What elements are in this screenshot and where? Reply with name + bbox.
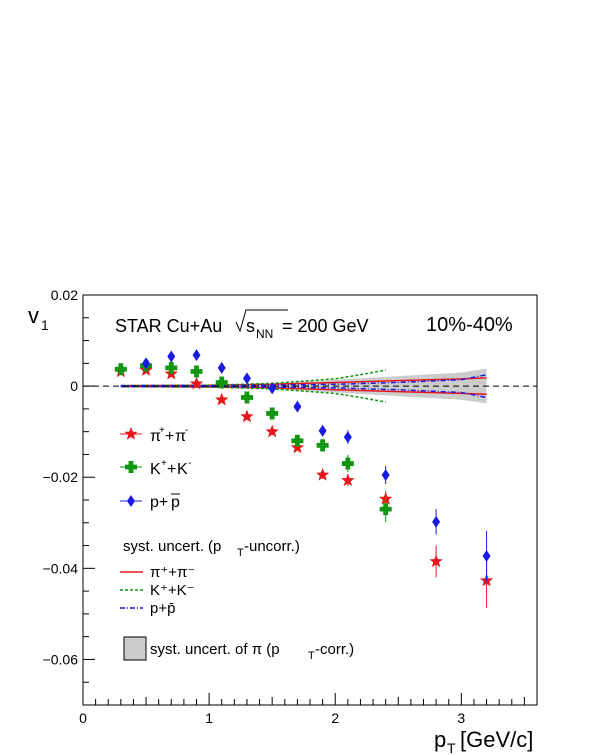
sqrt-s-label: s — [246, 316, 255, 336]
syst-band-upper — [120, 377, 487, 387]
data-point — [189, 376, 204, 390]
legend-kaon-symbol: K — [150, 461, 161, 478]
legend-pion-minus: - — [185, 425, 188, 436]
legend-pion-symbol-2: π — [175, 428, 186, 445]
syst-band-upper — [120, 369, 386, 387]
energy-label: = 200 GeV — [282, 316, 369, 336]
x-axis-label-subscript: T — [447, 740, 456, 755]
axis-tick-labels: 0 1 2 3 0.02 0 −0.02 −0.04 −0.06 — [43, 287, 466, 726]
data-point — [215, 376, 228, 389]
data-point — [240, 409, 254, 423]
data-point — [165, 361, 178, 374]
data-point — [242, 372, 251, 385]
legend-pion-sum: + — [165, 428, 174, 445]
data-point — [291, 434, 304, 447]
data-point — [268, 382, 277, 395]
centrality-label: 10%-40% — [426, 314, 513, 336]
syst-band-upper — [120, 373, 487, 387]
sqrt-sign — [235, 309, 288, 333]
legend-syst-proton-label: p+p̄ — [150, 600, 175, 617]
data-point — [217, 361, 226, 374]
axis-ticks — [82, 294, 538, 706]
syst-band-lower — [120, 385, 386, 403]
x-tick-label: 1 — [205, 710, 213, 726]
legend-pion-entry: π + + π - — [120, 425, 188, 445]
legend-corr-label: syst. uncert. of π (p — [150, 641, 280, 658]
legend-kaon-symbol-2: K — [177, 461, 188, 478]
data-point — [290, 440, 305, 454]
data-point — [265, 424, 279, 438]
data-point — [318, 424, 327, 437]
legend-syst-pion-label: π⁺+π⁻ — [150, 564, 195, 581]
y-axis-label: v — [28, 303, 39, 328]
data-point — [429, 554, 443, 568]
data-point — [192, 349, 201, 362]
x-tick-label: 3 — [457, 710, 465, 726]
x-tick-label: 2 — [331, 710, 339, 726]
y-tick-label: −0.06 — [43, 651, 79, 667]
y-tick-label: −0.04 — [43, 560, 79, 576]
legend-kaon-entry: K + + K - — [120, 458, 191, 478]
data-point — [379, 503, 392, 516]
data-point — [341, 457, 354, 470]
legend-corr-label-subscript: T — [308, 650, 315, 662]
legend-diamond-marker — [127, 495, 135, 507]
y-tick-label: 0 — [70, 378, 78, 394]
legend-syst-title-end: -uncorr.) — [244, 538, 300, 555]
legend-pion-symbol: π — [150, 428, 161, 445]
data-point — [190, 365, 203, 378]
chart-title: STAR Cu+Au — [115, 316, 222, 336]
data-point — [381, 468, 390, 481]
series-diamond — [142, 349, 491, 582]
sqrt-s-subscript: NN — [256, 327, 273, 341]
legend-syst-title: syst. uncert. (p — [123, 538, 221, 555]
legend-syst-kaon-label: K⁺+K⁻ — [150, 582, 195, 599]
data-point — [142, 357, 151, 370]
y-tick-label: 0.02 — [51, 287, 78, 303]
legend-proton-marker — [127, 495, 135, 507]
legend-antiproton-label: p — [171, 494, 180, 511]
y-axis-label-subscript: 1 — [41, 317, 49, 333]
legend-corr-label-end: -corr.) — [315, 641, 354, 658]
legend: π + + π - K + + K - p+ p syst. uncert. (… — [120, 425, 354, 662]
legend-corr-swatch — [123, 636, 147, 661]
data-point — [167, 350, 176, 363]
syst-band-lower — [120, 385, 487, 399]
legend-syst-title-subscript: T — [237, 547, 244, 559]
syst-band-lower — [120, 385, 487, 396]
data-point — [266, 407, 279, 420]
legend-proton-entry: p+ p — [120, 493, 180, 511]
legend-kaon-minus: - — [188, 458, 191, 469]
data-point — [341, 473, 355, 487]
data-point — [240, 391, 253, 404]
legend-pion-marker — [124, 427, 138, 440]
legend-kaon-sum: + — [167, 461, 176, 478]
legend-kaon-plus: + — [161, 458, 167, 469]
x-tick-label: 0 — [79, 710, 87, 726]
y-tick-label: −0.02 — [43, 469, 79, 485]
x-axis-label: p — [434, 727, 446, 752]
data-points — [114, 349, 494, 608]
data-point — [432, 515, 441, 528]
legend-kaon-marker — [125, 461, 137, 473]
legend-pion-plus: + — [159, 425, 165, 436]
data-point — [316, 439, 329, 452]
data-point — [293, 400, 302, 413]
data-point — [343, 431, 352, 444]
x-axis-label-unit: [GeV/c] — [460, 727, 533, 752]
data-point — [114, 363, 127, 376]
data-point — [482, 550, 491, 563]
legend-proton-label: p+ — [150, 494, 168, 511]
data-point — [315, 467, 330, 481]
data-point — [215, 392, 229, 406]
legend-star-marker — [124, 427, 138, 440]
legend-cross-marker — [125, 461, 137, 473]
